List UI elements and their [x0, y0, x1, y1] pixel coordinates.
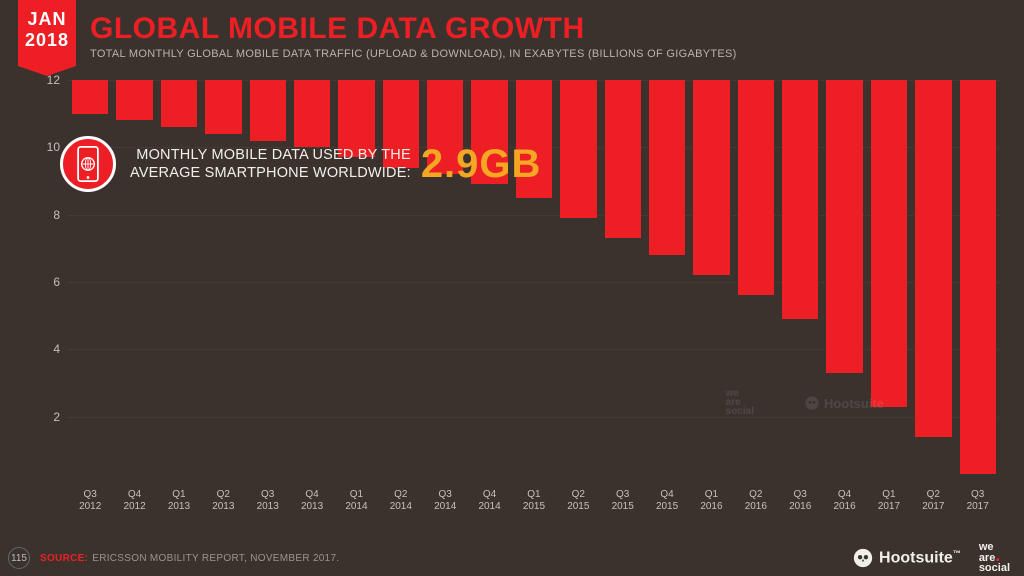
x-tick-label: Q12016 [689, 489, 733, 512]
page-number: 115 [8, 547, 30, 569]
y-tick-label: 8 [53, 208, 60, 222]
bar-slot [867, 80, 911, 484]
x-tick-label: Q32012 [68, 489, 112, 512]
callout-text: MONTHLY MOBILE DATA USED BY THE AVERAGE … [130, 146, 411, 182]
y-tick-label: 4 [53, 342, 60, 356]
x-tick-label: Q32016 [778, 489, 822, 512]
x-tick-label: Q42014 [467, 489, 511, 512]
callout-value: 2.9GB [421, 142, 542, 187]
slide-root: JAN 2018 GLOBAL MOBILE DATA GROWTH TOTAL… [0, 0, 1024, 576]
callout-line1: MONTHLY MOBILE DATA USED BY THE [130, 146, 411, 164]
bar-slot [822, 80, 866, 484]
hootsuite-text: Hootsuite™ [879, 549, 961, 567]
hootsuite-logo: Hootsuite™ [853, 548, 961, 568]
owl-icon [853, 548, 873, 568]
x-tick-label: Q42013 [290, 489, 334, 512]
bar-slot [689, 80, 733, 484]
phone-icon [60, 136, 116, 192]
bar [782, 80, 818, 319]
x-tick-label: Q12014 [334, 489, 378, 512]
x-tick-label: Q22015 [556, 489, 600, 512]
y-tick-label: 2 [53, 410, 60, 424]
bar-slot [645, 80, 689, 484]
x-tick-label: Q42016 [822, 489, 866, 512]
y-tick-label: 10 [47, 140, 60, 154]
callout: MONTHLY MOBILE DATA USED BY THE AVERAGE … [60, 136, 541, 192]
callout-line2: AVERAGE SMARTPHONE WORLDWIDE: [130, 164, 411, 182]
bar [826, 80, 862, 373]
x-tick-label: Q22013 [201, 489, 245, 512]
x-tick-label: Q22017 [911, 489, 955, 512]
x-tick-label: Q42015 [645, 489, 689, 512]
smartphone-globe-icon [77, 146, 99, 182]
x-tick-label: Q32014 [423, 489, 467, 512]
x-tick-label: Q22014 [379, 489, 423, 512]
date-badge: JAN 2018 [18, 0, 76, 66]
x-tick-label: Q32017 [956, 489, 1000, 512]
bar-slot [601, 80, 645, 484]
bar [250, 80, 286, 141]
x-axis-labels: Q32012Q42012Q12013Q22013Q32013Q42013Q120… [68, 489, 1000, 512]
y-tick-label: 6 [53, 275, 60, 289]
bar [693, 80, 729, 275]
bar [649, 80, 685, 255]
x-tick-label: Q22016 [734, 489, 778, 512]
bar-slot [734, 80, 778, 484]
x-tick-label: Q12013 [157, 489, 201, 512]
footer: 115 SOURCE: ERICSSON MOBILITY REPORT, NO… [0, 540, 1024, 576]
bar [560, 80, 596, 218]
x-tick-label: Q32013 [246, 489, 290, 512]
bar [738, 80, 774, 295]
bar-slot [556, 80, 600, 484]
bar [72, 80, 108, 114]
date-year: 2018 [25, 30, 69, 51]
x-tick-label: Q12017 [867, 489, 911, 512]
bar-slot [778, 80, 822, 484]
date-month: JAN [27, 9, 66, 30]
source-label: SOURCE: [40, 553, 88, 564]
slide-subtitle: TOTAL MONTHLY GLOBAL MOBILE DATA TRAFFIC… [90, 48, 737, 60]
bar [205, 80, 241, 134]
bar [871, 80, 907, 407]
x-tick-label: Q32015 [601, 489, 645, 512]
y-tick-label: 12 [47, 73, 60, 87]
bar [161, 80, 197, 127]
x-tick-label: Q42012 [112, 489, 156, 512]
x-tick-label: Q12015 [512, 489, 556, 512]
bar [960, 80, 996, 474]
footer-logos: Hootsuite™ we are. social [853, 542, 1010, 573]
bar-slot [911, 80, 955, 484]
bar-slot [956, 80, 1000, 484]
bar [915, 80, 951, 437]
slide-title: GLOBAL MOBILE DATA GROWTH [90, 12, 585, 46]
wearesocial-logo: we are. social [979, 542, 1010, 573]
bar [605, 80, 641, 238]
source-text: ERICSSON MOBILITY REPORT, NOVEMBER 2017. [92, 553, 339, 564]
bar [116, 80, 152, 120]
